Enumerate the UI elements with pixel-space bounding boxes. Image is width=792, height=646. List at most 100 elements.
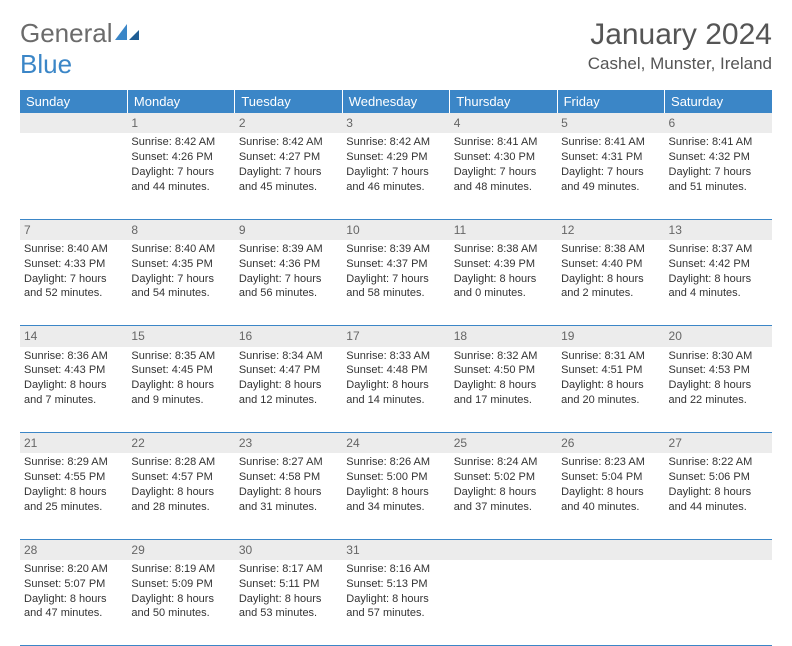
day-number: 25 xyxy=(450,433,557,454)
sunset-text: Sunset: 4:35 PM xyxy=(131,257,230,272)
sunset-text: Sunset: 5:04 PM xyxy=(561,470,660,485)
day-number: 29 xyxy=(127,539,234,560)
day1-text: Daylight: 8 hours xyxy=(454,272,553,287)
sunset-text: Sunset: 4:26 PM xyxy=(131,150,230,165)
sunset-text: Sunset: 5:13 PM xyxy=(346,577,445,592)
week-row: Sunrise: 8:20 AMSunset: 5:07 PMDaylight:… xyxy=(20,560,772,646)
day1-text: Daylight: 7 hours xyxy=(239,272,338,287)
title-block: January 2024 Cashel, Munster, Ireland xyxy=(588,18,772,74)
sunset-text: Sunset: 4:37 PM xyxy=(346,257,445,272)
day-number: 12 xyxy=(557,219,664,240)
day1-text: Daylight: 8 hours xyxy=(669,272,768,287)
day-cell: Sunrise: 8:29 AMSunset: 4:55 PMDaylight:… xyxy=(20,453,127,539)
sunset-text: Sunset: 4:31 PM xyxy=(561,150,660,165)
day-cell: Sunrise: 8:36 AMSunset: 4:43 PMDaylight:… xyxy=(20,347,127,433)
sunset-text: Sunset: 4:58 PM xyxy=(239,470,338,485)
day-number: 27 xyxy=(665,433,772,454)
sunrise-text: Sunrise: 8:38 AM xyxy=(454,242,553,257)
sunrise-text: Sunrise: 8:33 AM xyxy=(346,349,445,364)
sunrise-text: Sunrise: 8:41 AM xyxy=(669,135,768,150)
day1-text: Daylight: 8 hours xyxy=(561,272,660,287)
day-number: 14 xyxy=(20,326,127,347)
day-cell: Sunrise: 8:42 AMSunset: 4:27 PMDaylight:… xyxy=(235,133,342,219)
sunrise-text: Sunrise: 8:20 AM xyxy=(24,562,123,577)
sunrise-text: Sunrise: 8:40 AM xyxy=(24,242,123,257)
sunset-text: Sunset: 4:51 PM xyxy=(561,363,660,378)
day2-text: and 48 minutes. xyxy=(454,180,553,195)
day2-text: and 54 minutes. xyxy=(131,286,230,301)
day1-text: Daylight: 8 hours xyxy=(346,485,445,500)
day-number xyxy=(20,113,127,133)
sunrise-text: Sunrise: 8:17 AM xyxy=(239,562,338,577)
day-number: 26 xyxy=(557,433,664,454)
day-cell: Sunrise: 8:41 AMSunset: 4:32 PMDaylight:… xyxy=(665,133,772,219)
day1-text: Daylight: 7 hours xyxy=(561,165,660,180)
day-cell: Sunrise: 8:38 AMSunset: 4:39 PMDaylight:… xyxy=(450,240,557,326)
day1-text: Daylight: 7 hours xyxy=(239,165,338,180)
day2-text: and 20 minutes. xyxy=(561,393,660,408)
day-number: 9 xyxy=(235,219,342,240)
sunset-text: Sunset: 4:33 PM xyxy=(24,257,123,272)
day-number: 28 xyxy=(20,539,127,560)
day-cell: Sunrise: 8:40 AMSunset: 4:35 PMDaylight:… xyxy=(127,240,234,326)
day1-text: Daylight: 8 hours xyxy=(669,485,768,500)
day1-text: Daylight: 8 hours xyxy=(24,485,123,500)
week-row: Sunrise: 8:40 AMSunset: 4:33 PMDaylight:… xyxy=(20,240,772,326)
day-cell: Sunrise: 8:19 AMSunset: 5:09 PMDaylight:… xyxy=(127,560,234,646)
sunset-text: Sunset: 4:32 PM xyxy=(669,150,768,165)
sunset-text: Sunset: 4:50 PM xyxy=(454,363,553,378)
sunrise-text: Sunrise: 8:27 AM xyxy=(239,455,338,470)
sunset-text: Sunset: 4:39 PM xyxy=(454,257,553,272)
week-row: Sunrise: 8:42 AMSunset: 4:26 PMDaylight:… xyxy=(20,133,772,219)
day-number xyxy=(557,539,664,560)
weekday-header-row: Sunday Monday Tuesday Wednesday Thursday… xyxy=(20,90,772,113)
day2-text: and 46 minutes. xyxy=(346,180,445,195)
sunrise-text: Sunrise: 8:34 AM xyxy=(239,349,338,364)
day2-text: and 44 minutes. xyxy=(131,180,230,195)
day1-text: Daylight: 8 hours xyxy=(561,485,660,500)
sail-icon xyxy=(113,22,141,42)
day-cell: Sunrise: 8:17 AMSunset: 5:11 PMDaylight:… xyxy=(235,560,342,646)
sunset-text: Sunset: 4:53 PM xyxy=(669,363,768,378)
day1-text: Daylight: 7 hours xyxy=(454,165,553,180)
day1-text: Daylight: 7 hours xyxy=(24,272,123,287)
day-cell: Sunrise: 8:16 AMSunset: 5:13 PMDaylight:… xyxy=(342,560,449,646)
sunrise-text: Sunrise: 8:29 AM xyxy=(24,455,123,470)
sunrise-text: Sunrise: 8:22 AM xyxy=(669,455,768,470)
day1-text: Daylight: 8 hours xyxy=(669,378,768,393)
sunrise-text: Sunrise: 8:19 AM xyxy=(131,562,230,577)
weekday-header: Saturday xyxy=(665,90,772,113)
day-cell: Sunrise: 8:22 AMSunset: 5:06 PMDaylight:… xyxy=(665,453,772,539)
sunset-text: Sunset: 5:02 PM xyxy=(454,470,553,485)
day-cell xyxy=(665,560,772,646)
day1-text: Daylight: 7 hours xyxy=(131,165,230,180)
day-number-row: 21222324252627 xyxy=(20,433,772,454)
day-number: 18 xyxy=(450,326,557,347)
page-header: GeneralBlue January 2024 Cashel, Munster… xyxy=(20,18,772,80)
sunrise-text: Sunrise: 8:41 AM xyxy=(454,135,553,150)
day2-text: and 37 minutes. xyxy=(454,500,553,515)
day-number: 21 xyxy=(20,433,127,454)
sunrise-text: Sunrise: 8:42 AM xyxy=(239,135,338,150)
day1-text: Daylight: 7 hours xyxy=(131,272,230,287)
day1-text: Daylight: 8 hours xyxy=(454,378,553,393)
day1-text: Daylight: 8 hours xyxy=(239,592,338,607)
day1-text: Daylight: 7 hours xyxy=(669,165,768,180)
sunset-text: Sunset: 4:47 PM xyxy=(239,363,338,378)
day1-text: Daylight: 7 hours xyxy=(346,272,445,287)
day-cell: Sunrise: 8:23 AMSunset: 5:04 PMDaylight:… xyxy=(557,453,664,539)
day-number: 23 xyxy=(235,433,342,454)
day-number-row: 14151617181920 xyxy=(20,326,772,347)
day-cell: Sunrise: 8:39 AMSunset: 4:36 PMDaylight:… xyxy=(235,240,342,326)
sunset-text: Sunset: 4:45 PM xyxy=(131,363,230,378)
day-number-row: 123456 xyxy=(20,113,772,133)
day-number: 17 xyxy=(342,326,449,347)
sunrise-text: Sunrise: 8:32 AM xyxy=(454,349,553,364)
brand-word-2: Blue xyxy=(20,49,72,79)
sunset-text: Sunset: 4:40 PM xyxy=(561,257,660,272)
day2-text: and 34 minutes. xyxy=(346,500,445,515)
day-cell: Sunrise: 8:27 AMSunset: 4:58 PMDaylight:… xyxy=(235,453,342,539)
day-number: 1 xyxy=(127,113,234,133)
sunset-text: Sunset: 4:55 PM xyxy=(24,470,123,485)
sunrise-text: Sunrise: 8:42 AM xyxy=(131,135,230,150)
